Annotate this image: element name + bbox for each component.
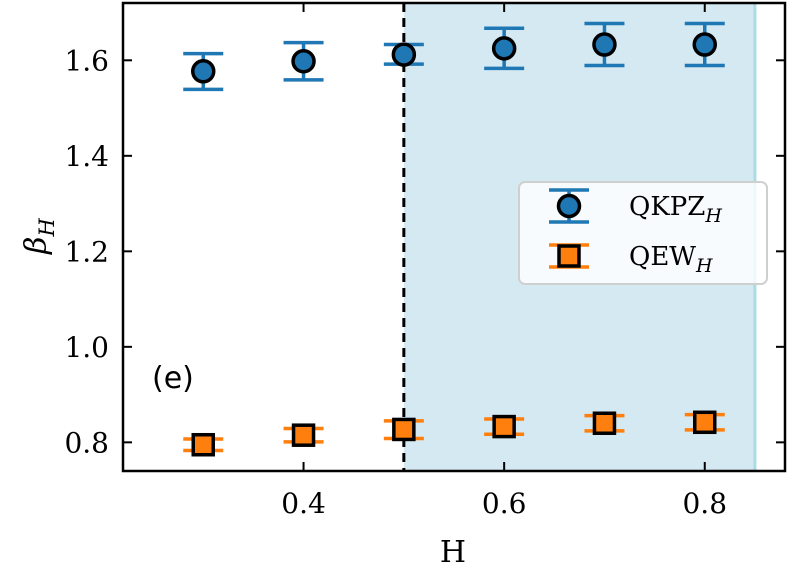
x-tick-label: 0.8 (682, 487, 727, 520)
legend-entry-qew: QEWH (549, 242, 713, 277)
data-point (391, 42, 417, 67)
data-point (190, 59, 216, 84)
legend-label-subscript: H (704, 205, 722, 227)
x-tick-label: 0.6 (482, 487, 527, 520)
y-axis-label-symbol: β (19, 236, 54, 254)
y-axis-label-subscript: H (35, 217, 59, 237)
data-point (592, 411, 617, 435)
data-point (692, 32, 718, 57)
legend-label: QEWH (629, 242, 713, 277)
series-qkpz (183, 21, 725, 92)
x-tick-label: 0.4 (281, 487, 326, 520)
legend-label: QKPZH (629, 192, 722, 227)
legend-marker (556, 193, 582, 219)
legend-marker (557, 244, 581, 268)
legend-label-name: QKPZ (629, 192, 705, 222)
legend-entry-qkpz: QKPZH (549, 188, 722, 227)
legend-label-subscript: H (695, 255, 713, 277)
legend-label-name: QEW (629, 242, 696, 272)
data-point (491, 36, 517, 61)
data-point (592, 32, 617, 57)
data-point (291, 423, 316, 447)
data-point (191, 432, 215, 457)
series-qew (183, 410, 725, 457)
axes-frame (121, 1, 787, 473)
data-point (693, 410, 717, 435)
y-tick-label: 1.0 (64, 331, 109, 364)
y-axis-label: βH (19, 217, 59, 254)
axes: 0.4 0.6 0.8 0.8 1.0 1.2 1.4 1.6 (64, 1, 787, 520)
x-axis-label: H (440, 535, 466, 569)
y-tick-label: 0.8 (64, 426, 109, 459)
y-tick-label: 1.6 (64, 44, 109, 77)
y-tick-label: 1.4 (64, 140, 109, 173)
data-point (492, 414, 516, 439)
data-point (291, 49, 316, 74)
data-point (392, 417, 416, 442)
panel-label: (e) (152, 361, 194, 396)
y-tick-label: 1.2 (64, 235, 109, 268)
